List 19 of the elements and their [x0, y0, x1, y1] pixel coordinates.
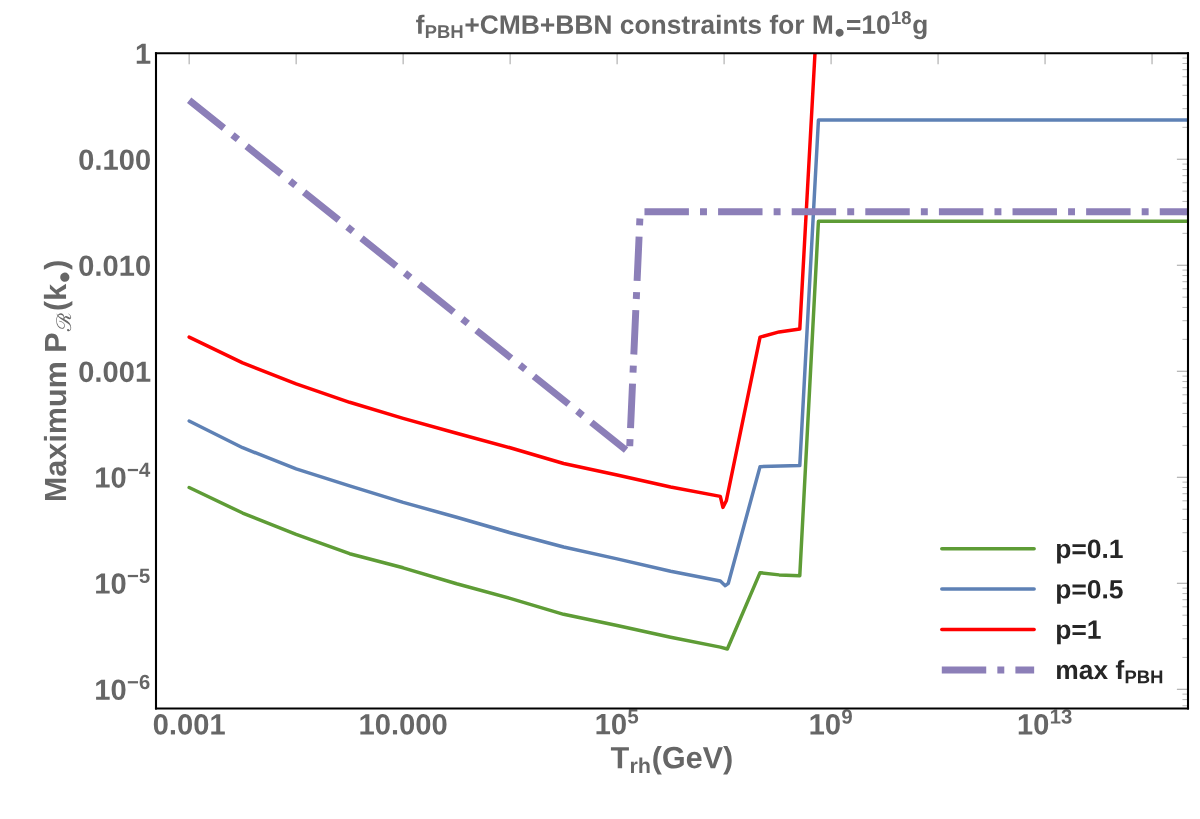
y-tick-label: 1 — [136, 43, 151, 64]
y-tick-label: 10$^{−5}$ — [96, 568, 150, 594]
y-axis-title: Maximum P$_{ℛ}$(k$_{●}$) — [43, 261, 73, 501]
x-tick-label: 10.000 — [360, 714, 447, 735]
y-tick-label: 0.010 — [79, 255, 150, 277]
y-tick-label: 10$^{−6}$ — [96, 674, 150, 701]
y-tick-label: 10$^{−4}$ — [96, 462, 151, 488]
legend-label: p=0.5 — [1057, 579, 1123, 604]
x-tick-label: 10$^{13}$ — [1018, 709, 1072, 735]
legend-label: p=0.1 — [1057, 539, 1123, 564]
y-tick-label: 0.100 — [79, 149, 150, 171]
legend-label: max f$_{PBH}$ — [1057, 659, 1163, 684]
x-axis-title: T$_{rh}$(GeV) — [610, 746, 732, 775]
chart-title: f$_{PBH}$+CMB+BBN constraints for M$_{●}$=10$^{18}$g — [416, 11, 927, 40]
x-tick-label: 10$^{5}$ — [596, 709, 639, 735]
x-tick-label: 10$^{9}$ — [810, 709, 852, 735]
legend-label: p=1 — [1057, 620, 1101, 645]
x-tick-label: 0.001 — [153, 714, 225, 735]
y-tick-label: 0.001 — [79, 361, 151, 383]
